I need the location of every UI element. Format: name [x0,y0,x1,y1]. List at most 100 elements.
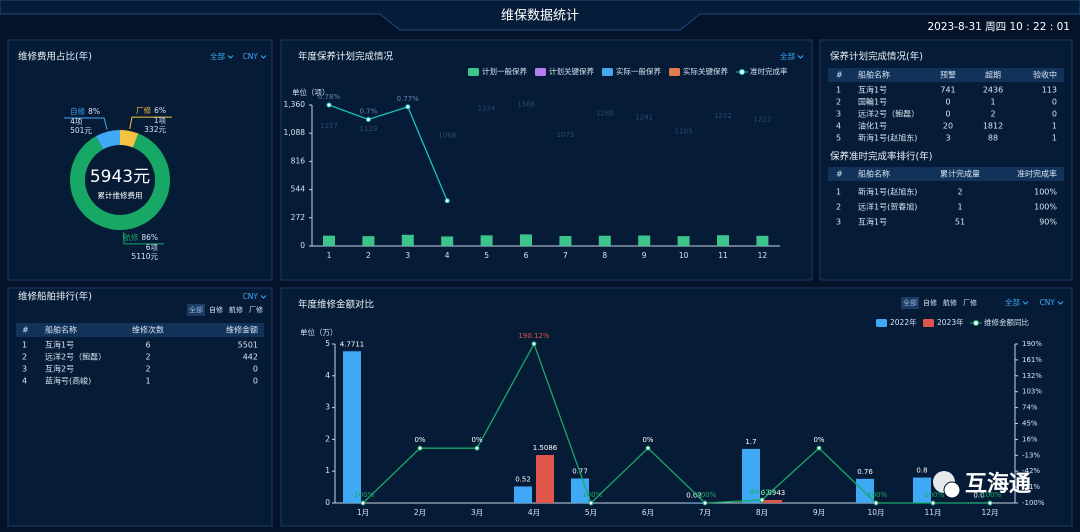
dropdown-chevron [797,55,804,59]
dropdown-chevron [260,55,267,59]
x-tick-label: 2月 [414,508,426,517]
line-series [328,104,448,202]
legend-swatch [468,68,479,76]
tab: 自修 [209,305,223,314]
table-cell: 4 [22,377,27,386]
table-cell: 2 [145,353,150,362]
table-cell: 3 [22,365,27,374]
y2-tick-label: -100% [1022,499,1045,507]
x-tick-label: 7 [563,251,568,260]
legend-swatch [669,68,680,76]
line-point [987,500,993,506]
legend-label: 2022年 [890,317,917,327]
bar-value-label: 0.0943 [761,489,786,497]
filter-dropdown: CNY [243,292,259,301]
bar [343,351,361,503]
line-value-label: 0% [813,436,824,444]
legend-swatch [602,68,613,76]
filter-dropdown: 全部 [780,51,795,61]
table-header-cell: 验收中 [1033,70,1057,80]
line-point [405,104,411,110]
pie-category: 自修 [70,106,85,116]
tab: 全部 [903,298,917,307]
pie-category: 厂修 [136,105,151,115]
filter-dropdown: CNY [243,52,259,61]
table-header [828,167,1064,181]
table-cell: 国輪1号 [858,97,887,107]
line-point [759,497,765,503]
faint-label: 1366 [517,100,535,108]
y2-tick-label: 132% [1022,372,1042,380]
x-tick-label: 7月 [699,508,711,517]
table-header-cell: 准时完成率 [1017,169,1057,179]
y-axis-title: 单位（项） [292,87,330,97]
bar [514,486,532,503]
dropdown-chevron [1057,301,1064,305]
pie-label: 厂修 6% [136,105,166,115]
bar [441,236,454,246]
filter-dropdown: 全部 [210,51,225,61]
bar [480,235,493,246]
bar-value-label: 4.7711 [340,340,365,348]
x-tick-label: 9月 [813,508,825,517]
table-cell: 蓝海号(高峻) [45,376,91,386]
legend-swatch [876,319,887,327]
leader-line [64,117,108,130]
line-point [816,445,822,451]
table-header-cell: 维修金额 [226,325,258,335]
table-cell: 1 [1052,134,1057,143]
line-point [444,198,450,204]
line-value-label: 0% [414,436,425,444]
bar [742,448,760,503]
page-title: 维保数据统计 [501,9,579,24]
legend-label: 计划一般保养 [482,66,527,76]
line-point [645,445,651,451]
table-header-cell: 船舶名称 [858,70,890,80]
x-tick-label: 8 [602,251,607,260]
pie-percent: 86% [141,233,158,242]
line-point [531,341,537,347]
table-cell: 2 [22,353,27,362]
legend-label: 计划关键保养 [549,66,594,76]
filter-dropdown: 全部 [1005,297,1020,307]
bar [913,477,931,503]
table-cell: 油化1号 [858,121,887,131]
line-value-label: 0.7% [360,107,378,115]
bar [598,235,611,246]
table-cell: 1 [836,86,841,95]
bar-value-label: 1.5086 [533,444,558,452]
line-value-label: 0.78% [318,93,341,101]
x-tick-label: 8月 [756,508,768,517]
table-cell: 0 [1052,110,1057,119]
legend-swatch [535,68,546,76]
table-cell: 互海1号 [858,217,887,227]
panel-title: 维修费用占比(年) [18,51,92,63]
bar-value-label: 0.02 [686,491,702,499]
table-cell: 0 [253,377,258,386]
table-cell: 90% [1039,218,1057,227]
y2-tick-label: -71% [1022,483,1040,491]
bar [323,235,335,246]
dropdown-chevron [260,295,267,299]
bar-value-label: 0.76 [857,468,873,476]
pie-detail: 1项 [154,116,167,125]
table-cell: 0 [945,98,950,107]
line-point [326,102,332,108]
x-tick-label: 12月 [981,508,998,517]
y2-tick-label: 161% [1022,356,1042,364]
table-cell: 0 [253,365,258,374]
y-tick-label: 816 [291,156,306,165]
table-cell: 远洋2号（鲍磊） [45,352,106,362]
bar-value-label: 0.52 [515,475,531,483]
x-tick-label: 10月 [867,508,884,517]
panel-title: 维修船舶排行(年) [18,291,92,303]
x-tick-label: 4月 [528,508,540,517]
line-value-label: -94.45% [747,488,777,496]
table-header [828,68,1064,82]
y2-tick-label: -42% [1022,467,1040,475]
table-header-cell: 累计完成量 [940,169,980,179]
line-value-label: -100% [352,491,375,499]
x-tick-label: 6 [524,251,529,260]
y2-tick-label: 16% [1022,435,1038,443]
y-tick-label: 1 [325,466,330,475]
